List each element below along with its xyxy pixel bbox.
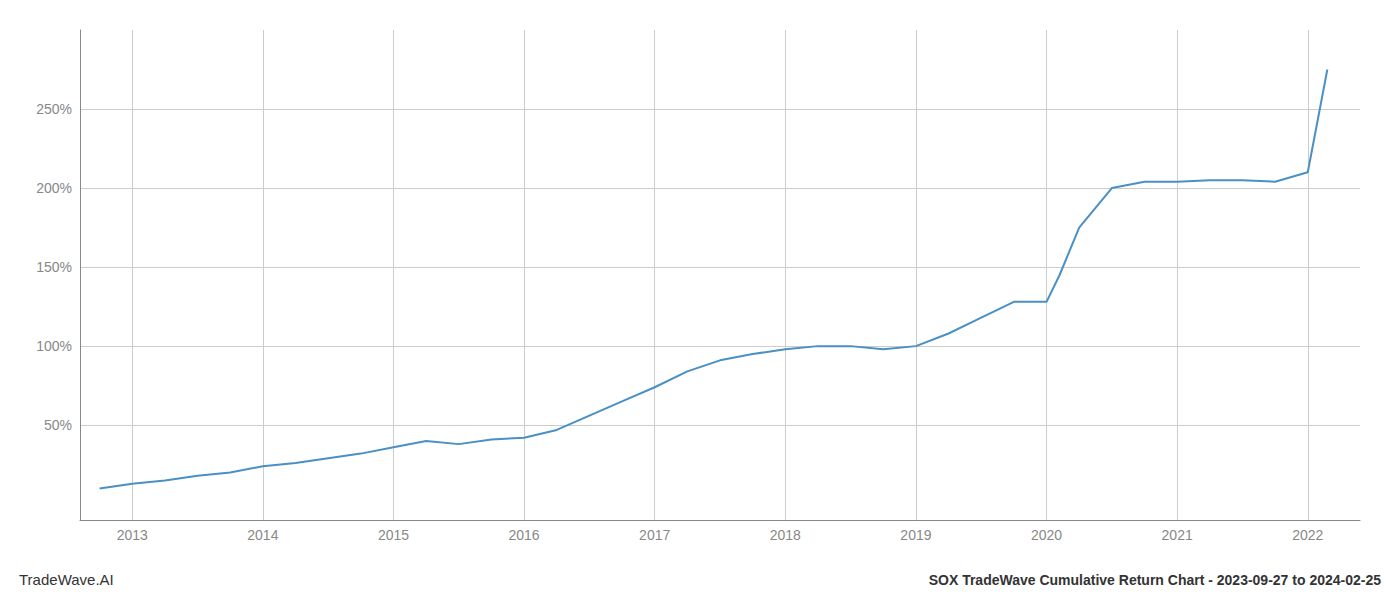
svg-text:2021: 2021: [1162, 527, 1193, 543]
svg-text:200%: 200%: [36, 180, 72, 196]
svg-text:2018: 2018: [770, 527, 801, 543]
svg-text:2013: 2013: [117, 527, 148, 543]
svg-text:2020: 2020: [1031, 527, 1062, 543]
svg-text:50%: 50%: [44, 417, 72, 433]
svg-text:2017: 2017: [639, 527, 670, 543]
svg-text:SOX TradeWave Cumulative Retur: SOX TradeWave Cumulative Return Chart - …: [929, 572, 1382, 588]
svg-text:2014: 2014: [247, 527, 278, 543]
svg-text:2019: 2019: [900, 527, 931, 543]
svg-text:150%: 150%: [36, 259, 72, 275]
svg-text:2022: 2022: [1292, 527, 1323, 543]
svg-text:100%: 100%: [36, 338, 72, 354]
svg-text:2016: 2016: [509, 527, 540, 543]
svg-text:TradeWave.AI: TradeWave.AI: [19, 571, 114, 588]
svg-text:250%: 250%: [36, 101, 72, 117]
svg-text:2015: 2015: [378, 527, 409, 543]
